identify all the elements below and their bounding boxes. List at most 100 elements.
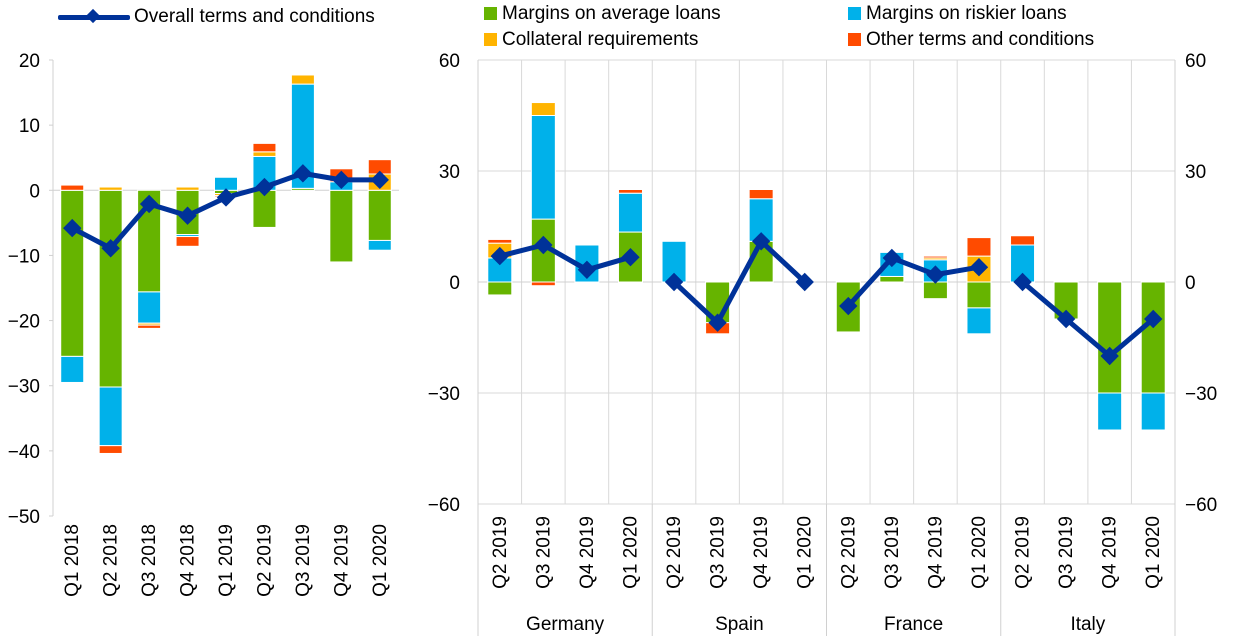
left-overall-marker: [332, 170, 351, 190]
right-x-tick-label: Q4 2019: [751, 516, 772, 589]
right-germany-overall-marker: [577, 260, 597, 279]
right-x-tick-label: Q1 2020: [969, 516, 990, 589]
legend-margins-avg: Margins on average loans: [484, 3, 721, 25]
right-bar-margins-risk: [617, 192, 643, 233]
left-overall-marker: [216, 188, 236, 207]
right-france-overall-line: [846, 255, 980, 308]
left-y-tick-label: −40: [8, 442, 40, 463]
right-spain-overall-line: [672, 238, 807, 326]
country-label-spain: Spain: [715, 614, 764, 635]
right-italy-overall-marker: [1100, 346, 1119, 366]
left-y-tick-label: −30: [8, 377, 40, 398]
right-germany-overall-line: [499, 242, 632, 273]
right-y-tick-label-left: 30: [439, 162, 460, 183]
left-y-tick-label: 20: [19, 51, 40, 72]
country-label-france: France: [884, 614, 943, 635]
left-x-tick-label: Q3 2019: [293, 524, 314, 597]
legend-margins-avg-label: Margins on average loans: [502, 3, 721, 24]
right-spain-overall-marker: [664, 272, 684, 292]
right-bar-other: [487, 238, 513, 244]
left-x-tick-label: Q2 2019: [254, 524, 275, 597]
legend-swatch-other: [848, 33, 861, 46]
right-x-tick-label: Q3 2019: [1056, 516, 1077, 589]
right-x-tick-label: Q1 2020: [620, 516, 641, 589]
left-y-tick-label: 10: [19, 116, 40, 137]
left-bar-other: [137, 324, 162, 329]
country-label-germany: Germany: [526, 614, 605, 635]
right-spain-overall-marker: [795, 272, 814, 292]
left-overall-marker: [293, 164, 313, 183]
left-bar-other: [175, 236, 200, 247]
right-bar-other: [530, 281, 556, 287]
left-bar-margins-risk: [98, 386, 123, 447]
right-x-tick-label: Q2 2019: [838, 516, 859, 589]
right-italy-overall-marker: [1056, 309, 1076, 329]
left-bar-other: [252, 142, 277, 153]
right-france-overall-marker: [882, 248, 902, 268]
right-bar-margins-avg: [922, 281, 948, 300]
legend-other-label: Other terms and conditions: [866, 29, 1095, 50]
right-bar-margins-risk: [966, 307, 992, 335]
right-germany-overall-marker: [534, 235, 553, 255]
right-spain-overall-marker: [708, 313, 727, 332]
country-label-italy: Italy: [1070, 614, 1105, 635]
left-y-tick-label: 0: [29, 181, 40, 202]
right-italy-overall-line: [1020, 280, 1155, 359]
left-x-tick-label: Q2 2018: [101, 524, 122, 597]
right-x-tick-label: Q4 2019: [577, 516, 598, 589]
left-x-tick-label: Q4 2018: [178, 524, 199, 597]
left-overall-marker: [255, 177, 274, 197]
right-y-tick-label-right: −60: [1185, 495, 1217, 516]
left-overall-marker: [101, 239, 120, 258]
right-spain-overall-marker: [751, 232, 771, 251]
left-x-tick-label: Q1 2018: [62, 524, 83, 597]
right-germany-overall-marker: [621, 248, 640, 267]
right-x-tick-label: Q3 2019: [533, 516, 554, 589]
right-y-tick-label-left: 60: [439, 51, 460, 72]
right-bar-margins-avg: [1140, 281, 1166, 394]
right-italy-overall-marker: [1144, 309, 1163, 329]
left-bar-margins-risk: [367, 239, 392, 251]
right-france-overall-marker: [839, 296, 858, 316]
right-france-overall-marker: [969, 258, 989, 277]
left-x-tick-label: Q1 2019: [216, 524, 237, 597]
right-bar-other: [748, 189, 774, 200]
left-bar-margins-avg: [329, 189, 354, 263]
left-x-tick-label: Q1 2020: [370, 524, 391, 597]
right-bar-margins-risk: [1010, 244, 1036, 283]
right-y-tick-label-left: 0: [449, 273, 460, 294]
right-bar-other: [617, 189, 643, 194]
right-x-tick-label: Q2 2019: [490, 516, 511, 589]
legend-overall-label: Overall terms and conditions: [134, 6, 375, 27]
legend-margins-risk: Margins on riskier loans: [848, 3, 1067, 25]
left-bar-other: [60, 184, 85, 191]
left-x-tick-label: Q3 2018: [139, 524, 160, 597]
right-bar-margins-avg: [487, 281, 513, 296]
right-bar-margins-avg: [1097, 281, 1123, 394]
left-bar-margins-risk: [60, 355, 85, 383]
right-germany-overall-marker: [490, 246, 509, 266]
left-overall-marker: [63, 218, 82, 238]
legend-swatch-margins-avg: [484, 7, 497, 20]
legend-other: Other terms and conditions: [848, 29, 1094, 51]
right-bar-margins-risk: [1097, 392, 1123, 431]
left-overall-marker: [139, 194, 159, 214]
left-bar-other: [98, 445, 123, 454]
legend-collateral-label: Collateral requirements: [502, 29, 699, 50]
left-bar-margins-risk: [137, 291, 162, 324]
left-y-tick-label: −20: [8, 312, 40, 333]
right-x-tick-label: Q3 2019: [708, 516, 729, 589]
legend-line-swatch: [58, 6, 130, 28]
right-bar-margins-avg: [879, 275, 905, 283]
right-x-tick-label: Q4 2019: [925, 516, 946, 589]
right-bar-other: [966, 237, 992, 257]
right-bar-other: [922, 255, 948, 259]
left-bar-collateral: [175, 186, 200, 191]
right-bar-margins-risk: [530, 115, 556, 220]
left-bar-collateral: [290, 74, 315, 85]
right-y-tick-label-right: 30: [1185, 162, 1206, 183]
left-bar-margins-avg: [98, 189, 123, 388]
left-overall-marker: [370, 170, 389, 190]
right-y-tick-label-left: −30: [428, 384, 460, 405]
right-x-tick-label: Q1 2020: [795, 516, 816, 589]
